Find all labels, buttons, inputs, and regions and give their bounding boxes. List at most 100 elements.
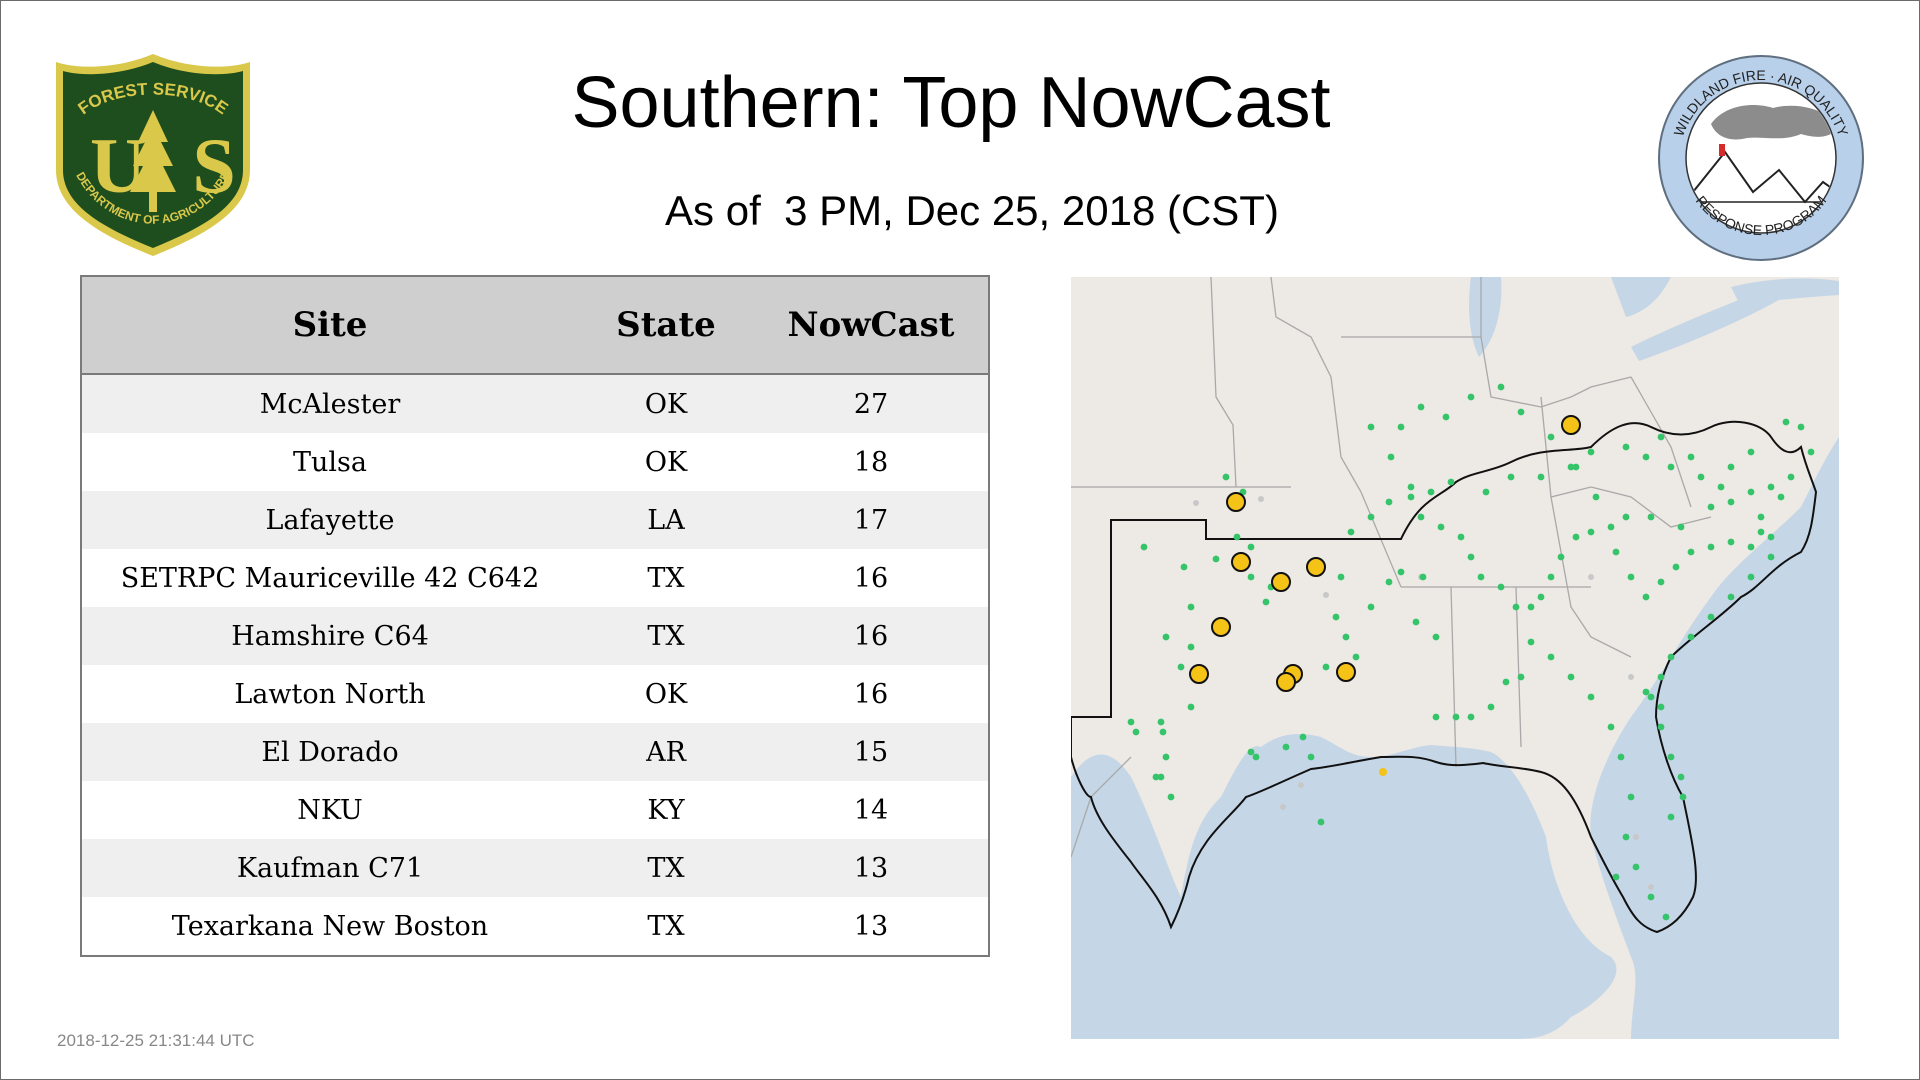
good-site-marker[interactable] [1252, 753, 1260, 761]
top-site-marker[interactable] [1336, 662, 1356, 682]
good-site-marker[interactable] [1612, 873, 1620, 881]
good-site-marker[interactable] [1299, 733, 1307, 741]
good-site-marker[interactable] [1417, 403, 1425, 411]
good-site-marker[interactable] [1679, 793, 1687, 801]
good-site-marker[interactable] [1667, 463, 1675, 471]
good-site-marker[interactable] [1707, 543, 1715, 551]
good-site-marker[interactable] [1537, 593, 1545, 601]
good-site-marker[interactable] [1787, 473, 1795, 481]
good-site-marker[interactable] [1727, 498, 1735, 506]
good-site-marker[interactable] [1482, 488, 1490, 496]
good-site-marker[interactable] [1247, 573, 1255, 581]
good-site-marker[interactable] [1487, 703, 1495, 711]
missing-site-marker[interactable] [1323, 592, 1329, 598]
good-site-marker[interactable] [1527, 603, 1535, 611]
good-site-marker[interactable] [1417, 513, 1425, 521]
good-site-marker[interactable] [1657, 433, 1665, 441]
good-site-marker[interactable] [1152, 773, 1160, 781]
good-site-marker[interactable] [1187, 603, 1195, 611]
col-header-nowcast[interactable]: NowCast [754, 277, 988, 375]
good-site-marker[interactable] [1642, 453, 1650, 461]
good-site-marker[interactable] [1262, 598, 1270, 606]
good-site-marker[interactable] [1412, 618, 1420, 626]
good-site-marker[interactable] [1527, 638, 1535, 646]
good-site-marker[interactable] [1427, 488, 1435, 496]
good-site-marker[interactable] [1647, 693, 1655, 701]
good-site-marker[interactable] [1747, 488, 1755, 496]
good-site-marker[interactable] [1222, 473, 1230, 481]
good-site-marker[interactable] [1547, 653, 1555, 661]
good-site-marker[interactable] [1419, 573, 1427, 581]
good-site-marker[interactable] [1607, 723, 1615, 731]
good-site-marker[interactable] [1397, 568, 1405, 576]
good-site-marker[interactable] [1697, 473, 1705, 481]
missing-site-marker[interactable] [1633, 834, 1639, 840]
good-site-marker[interactable] [1407, 493, 1415, 501]
missing-site-marker[interactable] [1628, 674, 1634, 680]
good-site-marker[interactable] [1587, 693, 1595, 701]
good-site-marker[interactable] [1507, 473, 1515, 481]
good-site-marker[interactable] [1157, 718, 1165, 726]
good-site-marker[interactable] [1385, 578, 1393, 586]
top-site-marker[interactable] [1226, 492, 1246, 512]
good-site-marker[interactable] [1367, 513, 1375, 521]
good-site-marker[interactable] [1757, 528, 1765, 536]
good-site-marker[interactable] [1572, 533, 1580, 541]
missing-site-marker[interactable] [1280, 804, 1286, 810]
good-site-marker[interactable] [1452, 713, 1460, 721]
good-site-marker[interactable] [1607, 523, 1615, 531]
good-site-marker[interactable] [1767, 483, 1775, 491]
good-site-marker[interactable] [1612, 548, 1620, 556]
good-site-marker[interactable] [1162, 633, 1170, 641]
good-site-marker[interactable] [1707, 503, 1715, 511]
good-site-marker[interactable] [1187, 643, 1195, 651]
good-site-marker[interactable] [1367, 603, 1375, 611]
good-site-marker[interactable] [1572, 463, 1580, 471]
good-site-marker[interactable] [1547, 433, 1555, 441]
good-site-marker[interactable] [1467, 553, 1475, 561]
good-site-marker[interactable] [1642, 593, 1650, 601]
good-site-marker[interactable] [1517, 673, 1525, 681]
good-site-marker[interactable] [1497, 583, 1505, 591]
good-site-marker[interactable] [1667, 813, 1675, 821]
good-site-marker[interactable] [1159, 728, 1167, 736]
good-site-marker[interactable] [1177, 663, 1185, 671]
good-site-marker[interactable] [1385, 498, 1393, 506]
good-site-marker[interactable] [1447, 478, 1455, 486]
good-site-marker[interactable] [1187, 703, 1195, 711]
good-site-marker[interactable] [1617, 753, 1625, 761]
good-site-marker[interactable] [1782, 418, 1790, 426]
good-site-marker[interactable] [1567, 463, 1575, 471]
good-site-marker[interactable] [1212, 555, 1220, 563]
top-site-marker[interactable] [1189, 664, 1209, 684]
good-site-marker[interactable] [1642, 688, 1650, 696]
missing-site-marker[interactable] [1193, 500, 1199, 506]
good-site-marker[interactable] [1622, 513, 1630, 521]
good-site-marker[interactable] [1517, 408, 1525, 416]
good-site-marker[interactable] [1727, 593, 1735, 601]
good-site-marker[interactable] [1657, 703, 1665, 711]
col-header-state[interactable]: State [578, 277, 754, 375]
missing-site-marker[interactable] [1588, 574, 1594, 580]
good-site-marker[interactable] [1352, 653, 1360, 661]
good-site-marker[interactable] [1282, 743, 1290, 751]
good-site-marker[interactable] [1627, 793, 1635, 801]
good-site-marker[interactable] [1397, 423, 1405, 431]
good-site-marker[interactable] [1332, 613, 1340, 621]
good-site-marker[interactable] [1687, 548, 1695, 556]
good-site-marker[interactable] [1672, 563, 1680, 571]
good-site-marker[interactable] [1627, 573, 1635, 581]
good-site-marker[interactable] [1797, 423, 1805, 431]
good-site-marker[interactable] [1233, 533, 1241, 541]
top-site-marker[interactable] [1306, 557, 1326, 577]
good-site-marker[interactable] [1727, 538, 1735, 546]
good-site-marker[interactable] [1747, 543, 1755, 551]
good-site-marker[interactable] [1667, 753, 1675, 761]
good-site-marker[interactable] [1537, 473, 1545, 481]
missing-site-marker[interactable] [1298, 782, 1304, 788]
good-site-marker[interactable] [1647, 513, 1655, 521]
good-site-marker[interactable] [1180, 563, 1188, 571]
good-site-marker[interactable] [1347, 528, 1355, 536]
good-site-marker[interactable] [1667, 653, 1675, 661]
good-site-marker[interactable] [1512, 603, 1520, 611]
